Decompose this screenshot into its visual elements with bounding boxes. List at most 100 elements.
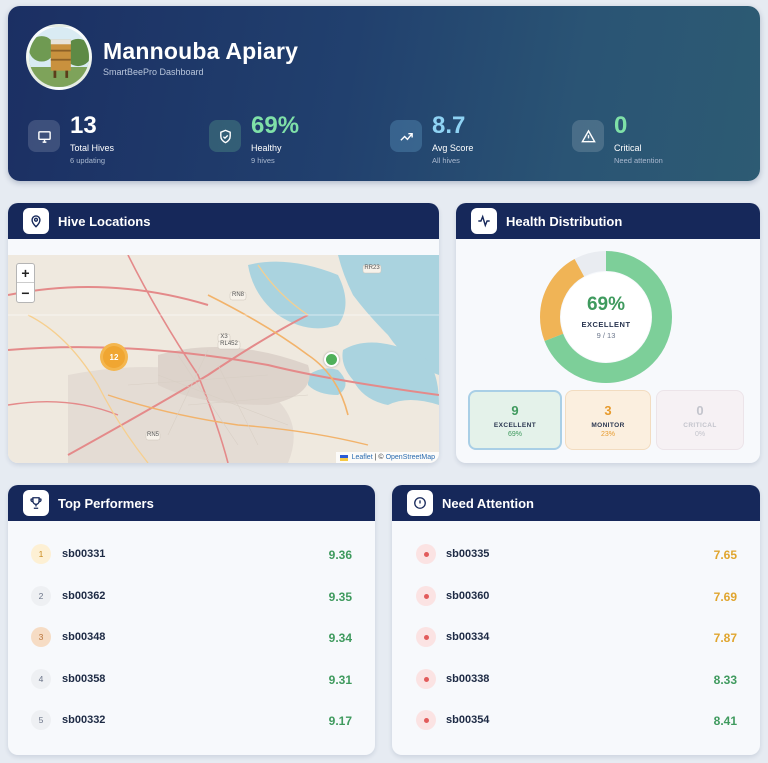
performer-row[interactable]: 1 sb00331 9.36 — [8, 544, 375, 566]
hive-id: sb00338 — [446, 673, 490, 685]
hive-score: 9.36 — [328, 548, 352, 562]
stat-value: 69% — [251, 112, 300, 139]
hive-id: sb00332 — [62, 714, 106, 726]
alert-dot-icon — [416, 586, 436, 606]
rank-badge: 5 — [31, 710, 51, 730]
road-label: RN8 — [231, 292, 244, 298]
openstreetmap-link[interactable]: OpenStreetMap — [385, 454, 435, 461]
performer-row[interactable]: 3 sb00348 9.34 — [8, 627, 375, 649]
attention-row[interactable]: sb00335 7.65 — [392, 544, 760, 566]
hive-score: 7.65 — [713, 548, 737, 562]
health-donut: 69% EXCELLENT 9 / 13 — [536, 247, 676, 387]
road-label: RR23 — [364, 265, 380, 271]
stat-label: Healthy — [251, 143, 282, 153]
healthy-percent: 69% — [586, 294, 626, 315]
stat-total-hives: 13 Total Hives 6 updating — [28, 110, 188, 170]
rank-badge: 4 — [31, 669, 51, 689]
alert-dot-icon — [416, 710, 436, 730]
dashboard-subtitle: SmartBeePro Dashboard — [103, 67, 204, 77]
hive-score: 7.87 — [713, 631, 737, 645]
card-title: Health Distribution — [506, 213, 623, 229]
stat-sub: All hives — [432, 156, 460, 165]
performer-row[interactable]: 2 sb00362 9.35 — [8, 586, 375, 608]
hive-locations-card: Hive Locations — [8, 203, 439, 463]
stat-sub: 9 hives — [251, 156, 275, 165]
rank-badge: 3 — [31, 627, 51, 647]
attribution-separator: | © — [374, 454, 384, 461]
hive-score: 9.35 — [328, 590, 352, 604]
performer-row[interactable]: 4 sb00358 9.31 — [8, 669, 375, 691]
shield-check-icon — [209, 120, 241, 152]
road-label: RL452 — [220, 341, 238, 347]
donut-center: 69% EXCELLENT 9 / 13 — [536, 247, 676, 387]
hive-id: sb00358 — [62, 673, 106, 685]
apiary-photo-icon — [29, 27, 89, 87]
map-tiles — [8, 255, 439, 463]
donut-chart — [540, 251, 672, 383]
attention-row[interactable]: sb00354 8.41 — [392, 710, 760, 732]
need-attention-card: Need Attention sb00335 7.65 sb00360 7.69… — [392, 485, 760, 755]
card-header: Top Performers — [8, 485, 375, 521]
dist-label: EXCELLENT — [493, 421, 537, 429]
zoom-in-button[interactable]: + — [17, 264, 34, 283]
hive-cluster-marker[interactable]: 12 — [100, 343, 128, 371]
dist-percent: 0% — [694, 430, 706, 438]
attention-row[interactable]: sb00360 7.69 — [392, 586, 760, 608]
card-title: Hive Locations — [58, 213, 151, 229]
hive-id: sb00335 — [446, 548, 490, 560]
hive-id: sb00348 — [62, 631, 106, 643]
road-label: X3 — [220, 334, 228, 340]
hive-score: 9.34 — [328, 631, 352, 645]
health-distribution-card: Health Distribution 69% EXCELLENT 9 / 13… — [456, 203, 760, 463]
alert-circle-icon — [407, 490, 433, 516]
stat-healthy: 69% Healthy 9 hives — [209, 110, 369, 170]
hive-map[interactable]: RR23 RN8 X3 RL452 RN5 + − 12 Leaflet | ©… — [8, 255, 439, 463]
stat-avg-score: 8.7 Avg Score All hives — [390, 110, 550, 170]
rank-badge: 2 — [31, 586, 51, 606]
road-label: RN5 — [146, 432, 159, 438]
top-performers-card: Top Performers 1 sb00331 9.36 2 sb00362 … — [8, 485, 375, 755]
alert-dot-icon — [416, 544, 436, 564]
stat-label: Total Hives — [70, 143, 115, 153]
alert-dot-icon — [416, 627, 436, 647]
hive-marker[interactable] — [324, 352, 339, 367]
dist-label: MONITOR — [591, 421, 625, 429]
dist-value: 3 — [604, 402, 612, 418]
hive-score: 8.33 — [713, 673, 737, 687]
zoom-control: + − — [16, 263, 35, 303]
leaflet-link[interactable]: Leaflet — [351, 454, 373, 461]
map-pin-icon — [23, 208, 49, 234]
attention-row[interactable]: sb00338 8.33 — [392, 669, 760, 691]
alert-dot-icon — [416, 669, 436, 689]
hive-score: 9.31 — [328, 673, 352, 687]
card-title: Top Performers — [58, 495, 154, 511]
rank-badge: 1 — [31, 544, 51, 564]
map-attribution: Leaflet | © OpenStreetMap — [335, 452, 439, 463]
hive-score: 7.69 — [713, 590, 737, 604]
stat-sub: 6 updating — [70, 156, 106, 165]
stat-value: 13 — [70, 112, 97, 139]
dist-value: 0 — [696, 402, 704, 418]
stat-value: 0 — [614, 112, 628, 139]
alert-triangle-icon — [572, 120, 604, 152]
apiary-avatar — [26, 24, 92, 90]
dist-monitor[interactable]: 3 MONITOR 23% — [565, 390, 651, 450]
card-title: Need Attention — [442, 495, 534, 511]
donut-segment-excellent — [540, 251, 672, 383]
dist-critical[interactable]: 0 CRITICAL 0% — [656, 390, 744, 450]
stat-label: Critical — [614, 143, 642, 153]
attention-row[interactable]: sb00334 7.87 — [392, 627, 760, 649]
dist-excellent[interactable]: 9 EXCELLENT 69% — [468, 390, 562, 450]
zoom-out-button[interactable]: − — [21, 284, 30, 301]
monitor-icon — [28, 120, 60, 152]
apiary-header: Mannouba Apiary SmartBeePro Dashboard 13… — [8, 6, 760, 181]
donut-count: 9 / 13 — [596, 331, 616, 340]
stat-value: 8.7 — [432, 112, 466, 139]
hive-id: sb00362 — [62, 590, 106, 602]
performer-row[interactable]: 5 sb00332 9.17 — [8, 710, 375, 732]
stat-label: Avg Score — [432, 143, 474, 153]
apiary-title: Mannouba Apiary — [103, 38, 299, 64]
hive-id: sb00354 — [446, 714, 490, 726]
card-header: Health Distribution — [456, 203, 760, 239]
hive-id: sb00334 — [446, 631, 490, 643]
